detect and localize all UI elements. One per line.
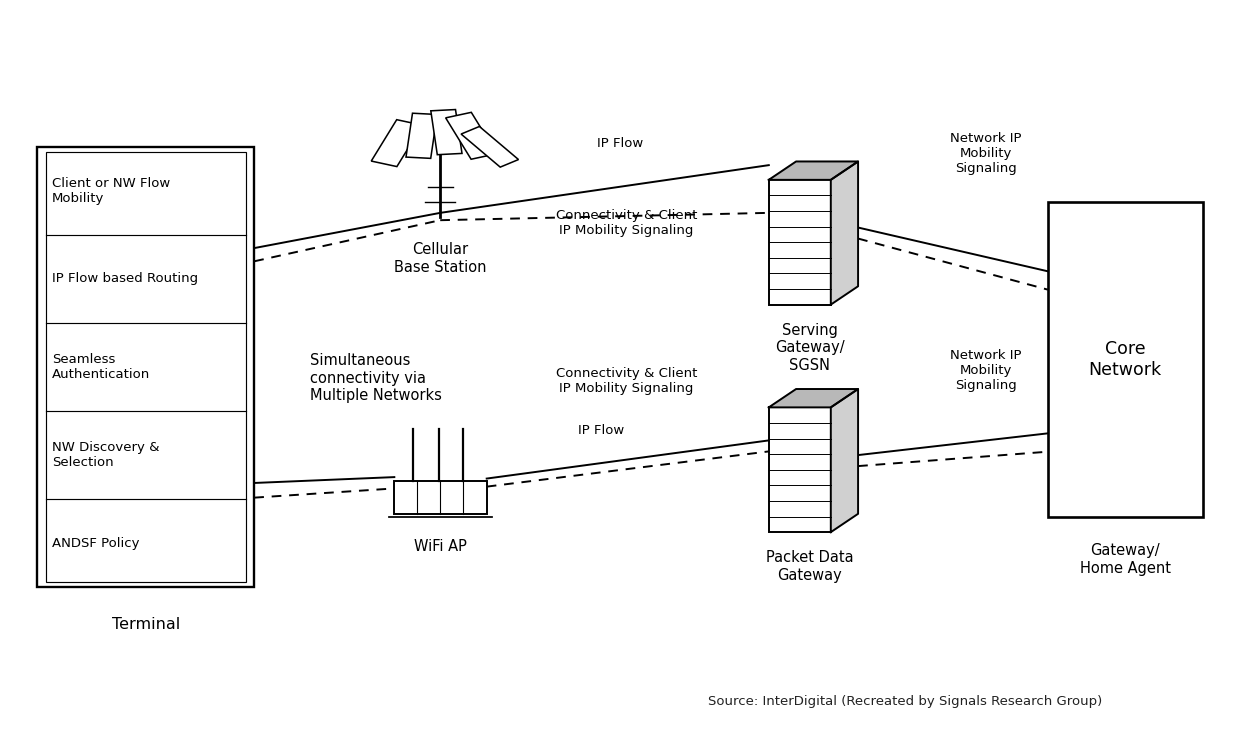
Bar bbox=[394, 481, 486, 514]
Text: ANDSF Policy: ANDSF Policy bbox=[52, 537, 140, 550]
Text: NW Discovery &
Selection: NW Discovery & Selection bbox=[52, 441, 160, 469]
Text: Source: InterDigital (Recreated by Signals Research Group): Source: InterDigital (Recreated by Signa… bbox=[708, 695, 1102, 708]
Text: Simultaneous
connectivity via
Multiple Networks: Simultaneous connectivity via Multiple N… bbox=[310, 353, 441, 403]
Bar bbox=[445, 112, 497, 159]
Bar bbox=[37, 147, 254, 587]
Text: Network IP
Mobility
Signaling: Network IP Mobility Signaling bbox=[950, 132, 1022, 175]
Polygon shape bbox=[831, 161, 858, 305]
Bar bbox=[1048, 202, 1203, 517]
Text: Connectivity & Client
IP Mobility Signaling: Connectivity & Client IP Mobility Signal… bbox=[556, 209, 697, 237]
Text: IP Flow: IP Flow bbox=[596, 137, 644, 150]
Bar bbox=[769, 180, 831, 305]
Text: Cellular
Base Station: Cellular Base Station bbox=[394, 242, 486, 275]
Text: Connectivity & Client
IP Mobility Signaling: Connectivity & Client IP Mobility Signal… bbox=[556, 367, 697, 395]
Text: Gateway/
Home Agent: Gateway/ Home Agent bbox=[1080, 543, 1171, 575]
Text: IP Flow: IP Flow bbox=[578, 424, 625, 437]
Bar bbox=[405, 113, 438, 159]
Polygon shape bbox=[769, 161, 858, 180]
Text: Terminal: Terminal bbox=[112, 617, 180, 631]
Bar bbox=[430, 109, 463, 155]
Text: WiFi AP: WiFi AP bbox=[414, 539, 466, 554]
Text: Network IP
Mobility
Signaling: Network IP Mobility Signaling bbox=[950, 349, 1022, 392]
Text: IP Flow based Routing: IP Flow based Routing bbox=[52, 272, 198, 286]
Polygon shape bbox=[769, 389, 858, 407]
Polygon shape bbox=[831, 389, 858, 532]
Bar bbox=[461, 126, 518, 167]
Bar bbox=[769, 407, 831, 532]
Bar bbox=[46, 152, 246, 582]
Text: Seamless
Authentication: Seamless Authentication bbox=[52, 353, 150, 381]
Bar bbox=[371, 120, 423, 167]
Text: Core
Network: Core Network bbox=[1089, 341, 1162, 379]
Text: Client or NW Flow
Mobility: Client or NW Flow Mobility bbox=[52, 177, 170, 205]
Text: Serving
Gateway/
SGSN: Serving Gateway/ SGSN bbox=[775, 323, 844, 373]
Text: Packet Data
Gateway: Packet Data Gateway bbox=[766, 550, 853, 583]
